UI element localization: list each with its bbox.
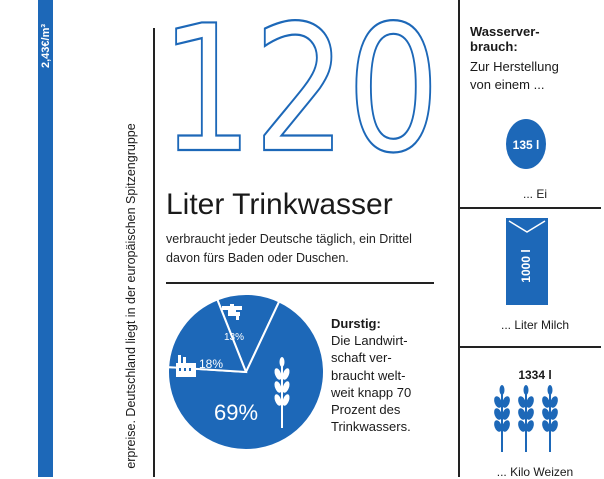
egg-caption: ... Ei [522, 187, 547, 201]
divider-right-2 [458, 346, 601, 348]
consumption-title-line: Wasserver- [470, 24, 540, 39]
price-label: 2,43€/m³ [33, 2, 59, 90]
faucet-icon [222, 304, 242, 320]
consumption-intro-line: Zur Herstellung [470, 59, 559, 74]
durstig-title: Durstig: [331, 316, 381, 331]
divider-right [458, 0, 460, 477]
wheat-caption: ... Kilo Weizen [496, 465, 574, 479]
consumption-intro-line: von einem ... [470, 77, 545, 92]
durstig-line: weit knapp 70 [331, 384, 412, 400]
milk-caption: ... Liter Milch [500, 318, 569, 332]
consumption-intro: Zur Herstellung von einem ... [470, 58, 590, 94]
subline: verbraucht jeder Deutsche täglich, ein D… [166, 232, 412, 265]
consumption-title: Wasserver- brauch: [470, 24, 590, 54]
wheat-stalk [542, 385, 558, 452]
divider-left [153, 28, 155, 477]
milk-amount: 1000 l [519, 249, 533, 283]
divider-middle [166, 282, 434, 284]
milk-carton-icon [506, 218, 548, 305]
big-number: 120 [160, 0, 441, 180]
pie-label-18: 18% [199, 357, 223, 371]
durstig-line: Trinkwassers. [331, 419, 411, 435]
price-value: 2,43€/m³ [40, 23, 52, 69]
durstig-line: braucht welt- [331, 367, 406, 383]
durstig-line: Prozent des [331, 402, 401, 418]
durstig-line: Die Landwirt- [331, 333, 408, 348]
wheat-icon [274, 357, 290, 428]
price-bar [38, 0, 53, 477]
side-note: erpreise. Deutschland liegt in der europ… [118, 0, 144, 477]
wheat-stalk [494, 385, 510, 452]
egg-amount: 135 l [512, 138, 540, 152]
wheat-icon [494, 385, 558, 452]
milk-amount-wrap: 1000 l [505, 230, 547, 302]
wheat-amount: 1334 l [518, 368, 552, 382]
durstig-line: schaft ver- [331, 350, 392, 366]
factory-icon [176, 355, 196, 377]
consumption-title-line: brauch: [470, 39, 518, 54]
pie-label-13: 13% [224, 332, 244, 343]
pie-label-69: 69% [214, 400, 258, 425]
wheat-stalk [518, 385, 534, 452]
durstig-body: Die Landwirt- schaft ver- braucht welt- … [331, 332, 441, 436]
water-use-pie: 69% 18% 13% [167, 293, 325, 451]
divider-right-1 [458, 207, 601, 209]
hero-number: 120 [160, 0, 440, 180]
side-note-text: erpreise. Deutschland liegt in der europ… [124, 123, 138, 469]
headline: Liter Trinkwasser [166, 188, 393, 221]
pie-slice [167, 300, 325, 451]
egg-icon [506, 119, 546, 169]
pie-slice [167, 298, 248, 374]
